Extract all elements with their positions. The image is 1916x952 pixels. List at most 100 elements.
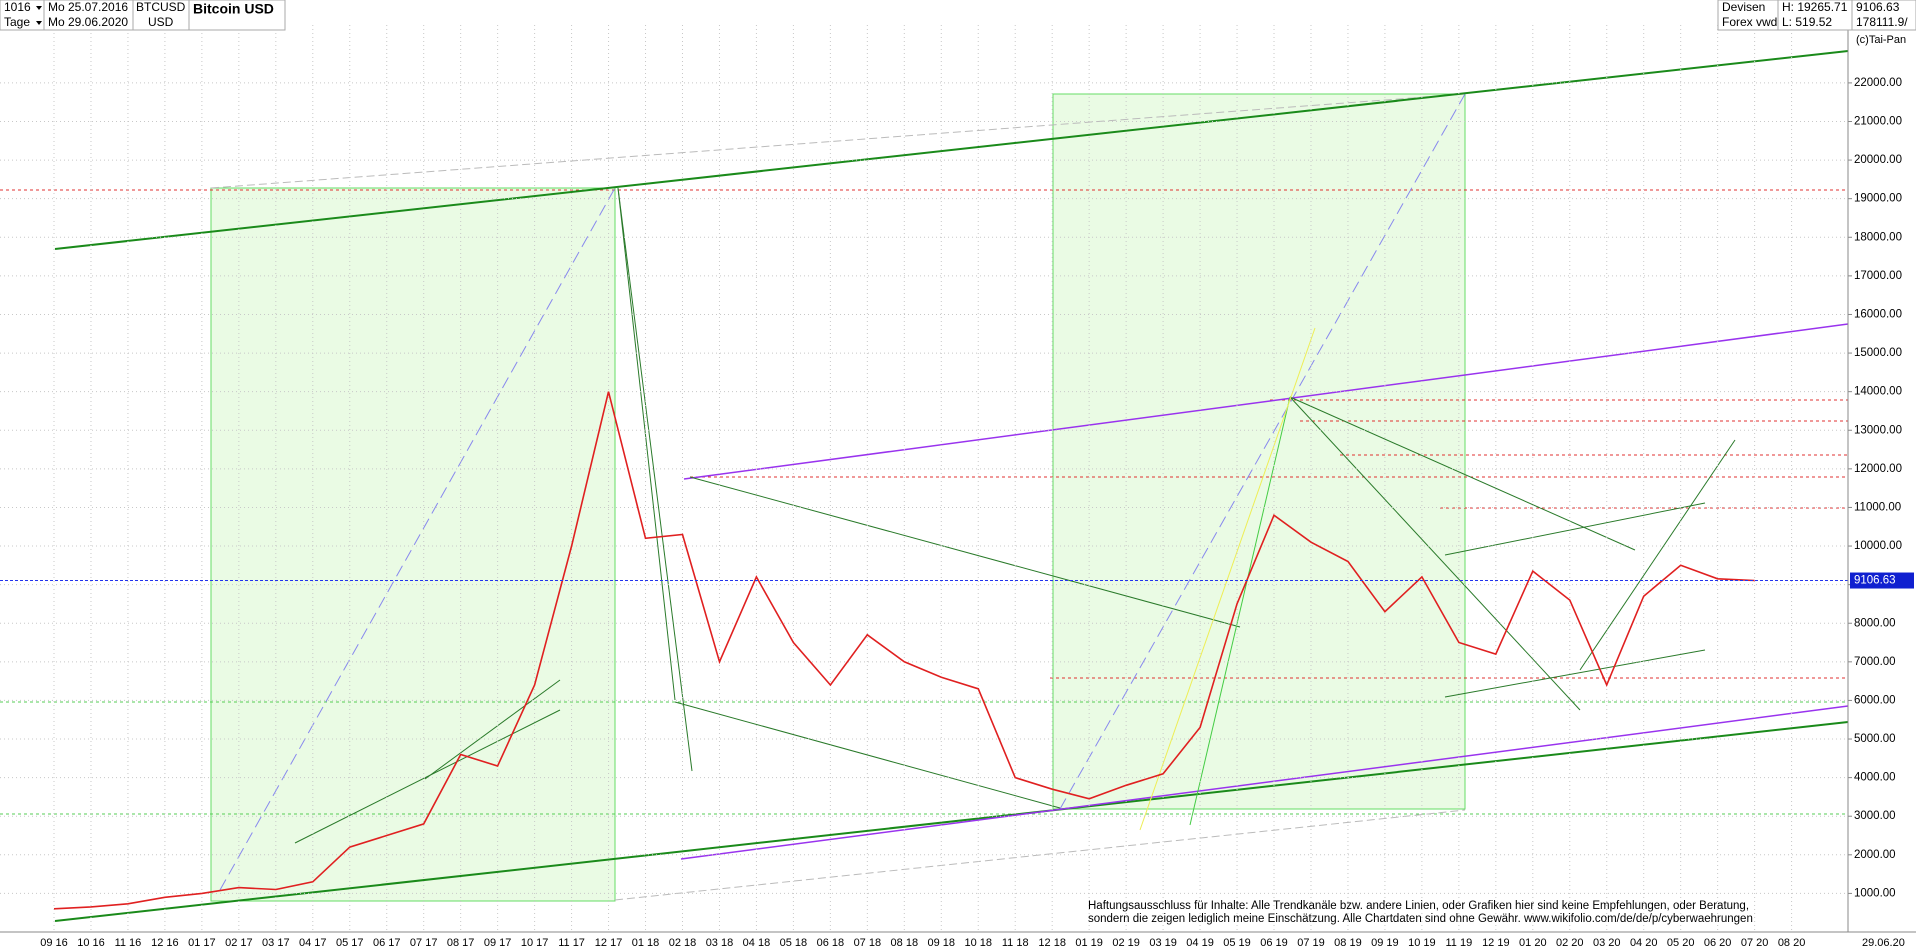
x-tick-label: 08 19 (1334, 937, 1362, 949)
grid (0, 25, 1848, 932)
x-tick-label: 10 18 (964, 937, 992, 949)
x-tick-label: 11 19 (1446, 937, 1473, 949)
copyright: (c)Tai-Pan (1856, 34, 1906, 46)
x-tick-label: 07 20 (1741, 937, 1769, 949)
low: L: 519.52 (1782, 15, 1832, 29)
trend-channel (683, 323, 1849, 480)
x-tick-label: 10 16 (77, 937, 105, 949)
x-tick-label: 12 18 (1038, 937, 1066, 949)
y-tick-label: 21000.00 (1854, 116, 1902, 128)
y-tick-label: 8000.00 (1854, 617, 1896, 629)
trend-line (674, 701, 1061, 809)
x-tick-label: 05 19 (1223, 937, 1251, 949)
y-tick-label: 14000.00 (1854, 386, 1902, 398)
x-tick-label: 01 20 (1519, 937, 1547, 949)
x-tick-label: 05 17 (336, 937, 364, 949)
trend-line (1289, 396, 1636, 551)
header-box (0, 0, 286, 31)
trend-line (1189, 396, 1291, 826)
y-tick-label: 17000.00 (1854, 270, 1902, 282)
trend-line (294, 709, 561, 844)
plot (0, 391, 1848, 910)
x-tick-label: 02 19 (1112, 937, 1140, 949)
x-tick-label: 02 17 (225, 937, 253, 949)
x-tick-label: 11 16 (115, 937, 142, 949)
y-tick-label: 3000.00 (1854, 810, 1896, 822)
y-tick-label: 1000.00 (1854, 887, 1896, 899)
y-tick-label: 22000.00 (1854, 77, 1902, 89)
y-tick-label: 4000.00 (1854, 772, 1896, 784)
high: H: 19265.71 (1782, 0, 1848, 14)
price-line (53, 391, 1755, 910)
trend-line (424, 679, 561, 780)
source: Forex vwd (1722, 15, 1777, 29)
y-tick-label: 11000.00 (1854, 501, 1901, 513)
x-tick-label: 03 19 (1149, 937, 1177, 949)
last-price-header: 9106.63 (1856, 0, 1900, 14)
guide-line (1059, 93, 1466, 810)
x-tick-label: 01 18 (632, 937, 660, 949)
x-tick-label: 05 20 (1667, 937, 1695, 949)
x-tick-label: 07 19 (1297, 937, 1325, 949)
trend-channel (54, 721, 1849, 922)
x-tick-label: 03 18 (706, 937, 734, 949)
x-tick-label: 02 18 (669, 937, 697, 949)
x-tick-label: 02 20 (1556, 937, 1584, 949)
trend-line (1579, 439, 1736, 671)
x-tick-label: 08 18 (891, 937, 919, 949)
x-tick-label: 08 17 (447, 937, 475, 949)
x-tick-label: 09 18 (928, 937, 956, 949)
x-tick-label: 04 17 (299, 937, 327, 949)
dropdown-arrow[interactable] (36, 21, 42, 25)
trend-line (1289, 396, 1581, 711)
end-label: 29.06.20 (1862, 937, 1905, 949)
disclaimer: Haftungsausschluss für Inhalte: Alle Tre… (1088, 900, 1749, 912)
x-tick-label: 12 19 (1482, 937, 1510, 949)
last-price-label: 9106.63 (1854, 575, 1896, 587)
start-date: Mo 25.07.2016 (48, 0, 128, 14)
drawings (0, 50, 1849, 922)
guide-line (210, 93, 1466, 189)
market: Devisen (1722, 0, 1765, 14)
x-tick-label: 04 18 (743, 937, 771, 949)
x-tick-label: 07 17 (410, 937, 438, 949)
trend-line (1444, 649, 1706, 698)
x-tick-label: 09 17 (484, 937, 512, 949)
x-tick-label: 05 18 (780, 937, 808, 949)
y-tick-label: 18000.00 (1854, 231, 1902, 243)
x-tick-label: 06 19 (1260, 937, 1288, 949)
y-tick-label: 12000.00 (1854, 463, 1902, 475)
currency: USD (148, 15, 174, 29)
x-tick-label: 11 17 (558, 937, 585, 949)
x-tick-label: 03 17 (262, 937, 290, 949)
y-tick-label: 20000.00 (1854, 154, 1902, 166)
volume: 178111.9/ (1856, 15, 1908, 29)
range-box (210, 187, 616, 902)
x-tick-label: 11 18 (1002, 937, 1029, 949)
y-tick-label: 19000.00 (1854, 193, 1902, 205)
x-tick-label: 07 18 (854, 937, 882, 949)
trend-channel (54, 50, 1849, 250)
trend-line (1139, 327, 1316, 831)
x-tick-label: 06 17 (373, 937, 401, 949)
y-tick-label: 13000.00 (1854, 424, 1902, 436)
y-tick-label: 6000.00 (1854, 694, 1896, 706)
trend-line (617, 187, 693, 772)
dropdown-arrow[interactable] (36, 6, 42, 10)
x-tick-label: 08 20 (1778, 937, 1806, 949)
trend-line (689, 476, 1241, 628)
interval: Tage (4, 15, 30, 29)
x-tick-label: 12 17 (595, 937, 623, 949)
x-tick-label: 12 16 (151, 937, 179, 949)
chart-title: Bitcoin USD (193, 1, 274, 17)
x-tick-label: 10 17 (521, 937, 549, 949)
guide-line (219, 187, 616, 891)
y-tick-label: 16000.00 (1854, 308, 1902, 320)
y-tick-label: 2000.00 (1854, 849, 1896, 861)
x-tick-label: 04 19 (1186, 937, 1214, 949)
y-tick-label: 10000.00 (1854, 540, 1902, 552)
x-tick-label: 03 20 (1593, 937, 1621, 949)
x-tick-label: 09 16 (40, 937, 68, 949)
period: 1016 (4, 0, 31, 14)
